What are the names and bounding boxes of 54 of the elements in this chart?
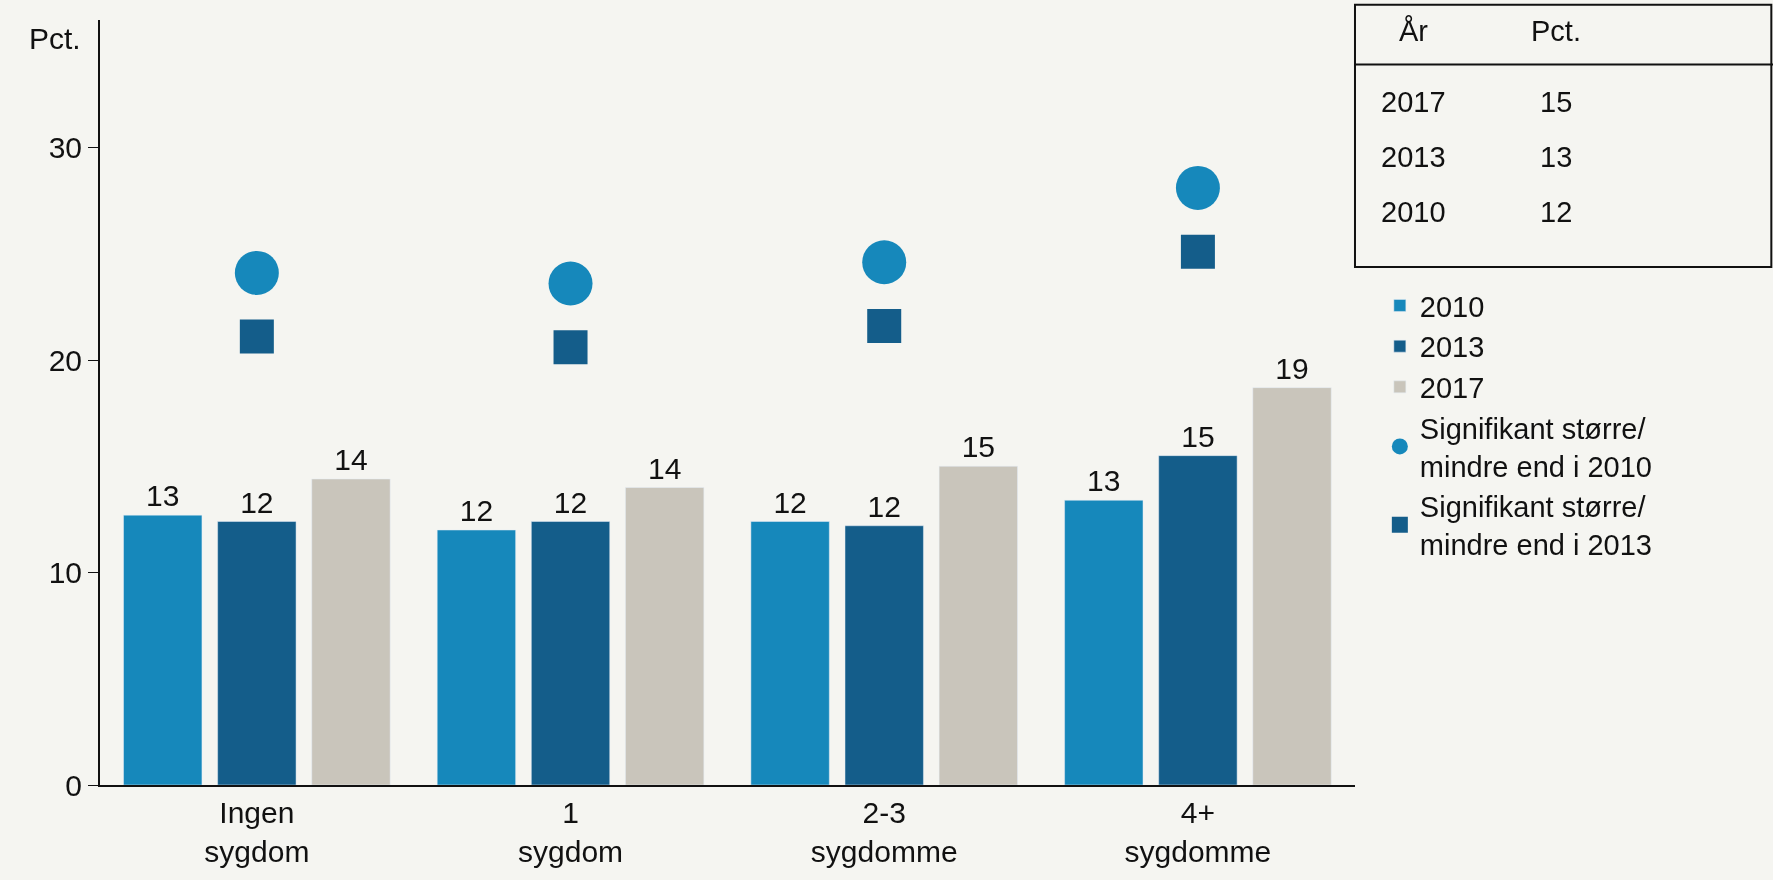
y-tick-label: 30 [48, 131, 82, 164]
bar [1252, 387, 1332, 785]
text: Pct. [1531, 15, 1581, 47]
bar [1064, 500, 1144, 785]
text: 2010 [1381, 196, 1446, 228]
bar [938, 466, 1018, 785]
data-label: 13 [1087, 464, 1121, 498]
text: 13 [1540, 141, 1573, 173]
bar [123, 514, 203, 785]
data-label: 14 [647, 451, 682, 485]
point [1180, 234, 1215, 269]
point [862, 240, 907, 285]
text: 2013 [1381, 141, 1446, 173]
x-tick-label: 1 sygdom [518, 796, 624, 868]
bar [311, 478, 391, 785]
bar [1158, 455, 1238, 785]
y-axis-title: Pct. [29, 22, 81, 55]
data-label: 12 [459, 494, 494, 527]
data-label: 15 [961, 430, 996, 464]
legend-label: 2017 [1419, 372, 1485, 405]
data-label: 12 [240, 485, 274, 519]
data-label: 12 [553, 485, 588, 519]
bar [844, 525, 924, 785]
y-tick-label: 20 [48, 343, 82, 377]
point [234, 250, 279, 295]
data-label: 13 [146, 479, 180, 513]
bar [625, 487, 705, 785]
text: 12 [1540, 196, 1573, 228]
x-tick-label: 4+ sygdomme [1124, 796, 1272, 868]
data-label: 15 [1181, 419, 1215, 453]
legend-label: 2013 [1419, 331, 1485, 364]
data-label: 14 [334, 443, 368, 476]
text: 15 [1540, 86, 1573, 118]
legend-label: Signifikant større/ mindre end i 2013 [1419, 491, 1652, 561]
legend-label: 2010 [1419, 290, 1485, 323]
x-tick-label: Ingen sygdom [204, 796, 310, 868]
bar [750, 521, 830, 785]
point [867, 309, 902, 343]
y-tick-label: 10 [48, 556, 82, 589]
point [548, 261, 593, 306]
bar [531, 521, 610, 785]
legend-label: Signifikant større/ mindre end i 2010 [1419, 412, 1652, 483]
text: År [1399, 15, 1429, 47]
point [553, 330, 588, 365]
bar [217, 521, 297, 785]
x-tick-label: 2-3 sygdomme [810, 796, 958, 868]
point [1175, 165, 1220, 210]
data-label: 19 [1275, 351, 1309, 385]
bar [436, 529, 516, 785]
text: 2017 [1381, 86, 1446, 118]
y-tick-label: 0 [65, 768, 82, 802]
data-label: 12 [867, 489, 901, 523]
data-label: 12 [773, 485, 807, 519]
point [239, 319, 274, 354]
